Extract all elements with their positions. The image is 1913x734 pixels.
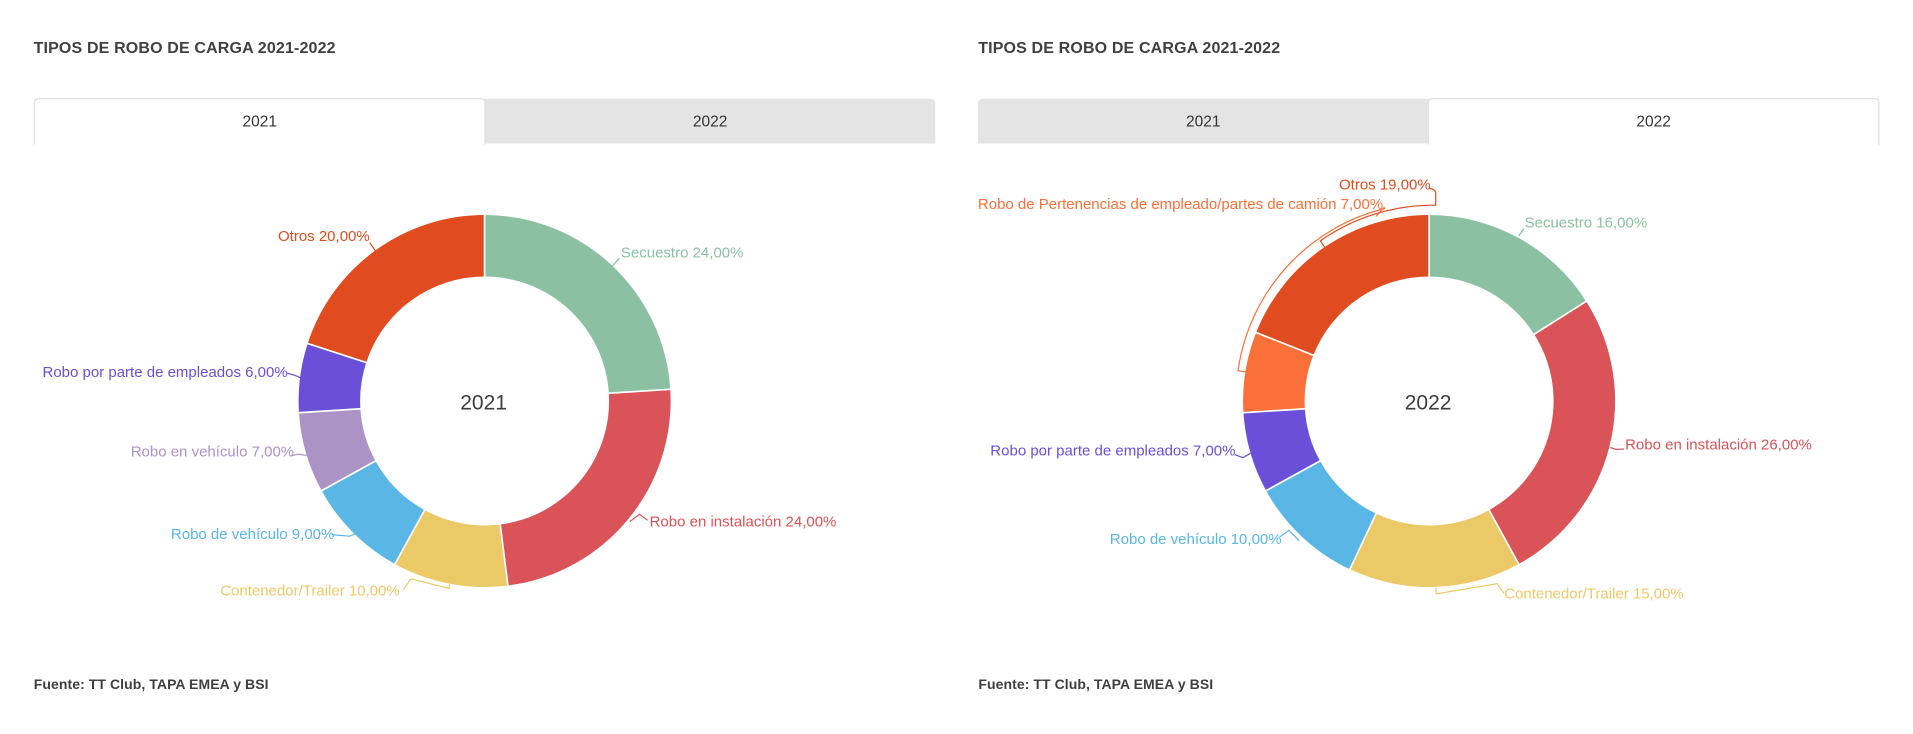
- svg-text:Fuente: TT Club, TAPA EMEA y B: Fuente: TT Club, TAPA EMEA y BSI: [978, 676, 1213, 692]
- svg-text:2022: 2022: [1636, 114, 1670, 131]
- svg-text:2022: 2022: [693, 114, 727, 131]
- svg-text:Secuestro 24,00%: Secuestro 24,00%: [621, 245, 744, 262]
- svg-text:Robo en vehículo 7,00%: Robo en vehículo 7,00%: [131, 443, 294, 460]
- svg-text:Robo en instalación 26,00%: Robo en instalación 26,00%: [1625, 437, 1812, 454]
- svg-text:TIPOS DE ROBO DE CARGA 2021-20: TIPOS DE ROBO DE CARGA 2021-2022: [34, 40, 336, 57]
- svg-text:2021: 2021: [460, 392, 507, 415]
- svg-text:Otros 19,00%: Otros 19,00%: [1339, 176, 1431, 193]
- svg-text:Otros 20,00%: Otros 20,00%: [278, 228, 370, 245]
- svg-text:2022: 2022: [1405, 392, 1452, 415]
- svg-text:2021: 2021: [1186, 114, 1220, 131]
- svg-text:Robo en instalación 24,00%: Robo en instalación 24,00%: [650, 513, 837, 530]
- svg-text:TIPOS DE ROBO DE CARGA 2021-20: TIPOS DE ROBO DE CARGA 2021-2022: [978, 40, 1280, 57]
- svg-text:Fuente: TT Club, TAPA EMEA y B: Fuente: TT Club, TAPA EMEA y BSI: [34, 676, 269, 692]
- svg-text:2021: 2021: [242, 114, 276, 131]
- svg-text:Contenedor/Trailer 10,00%: Contenedor/Trailer 10,00%: [220, 582, 400, 599]
- svg-text:Robo de vehículo 10,00%: Robo de vehículo 10,00%: [1110, 531, 1282, 548]
- svg-text:Robo por parte de empleados 6,: Robo por parte de empleados 6,00%: [43, 364, 288, 381]
- svg-text:Secuestro 16,00%: Secuestro 16,00%: [1525, 215, 1648, 232]
- svg-text:Robo por parte de empleados 7,: Robo por parte de empleados 7,00%: [990, 443, 1235, 460]
- svg-text:Contenedor/Trailer 15,00%: Contenedor/Trailer 15,00%: [1504, 585, 1684, 602]
- svg-text:Robo de vehículo 9,00%: Robo de vehículo 9,00%: [171, 526, 334, 543]
- svg-text:Robo de Pertenencias de emplea: Robo de Pertenencias de empleado/partes …: [978, 196, 1383, 213]
